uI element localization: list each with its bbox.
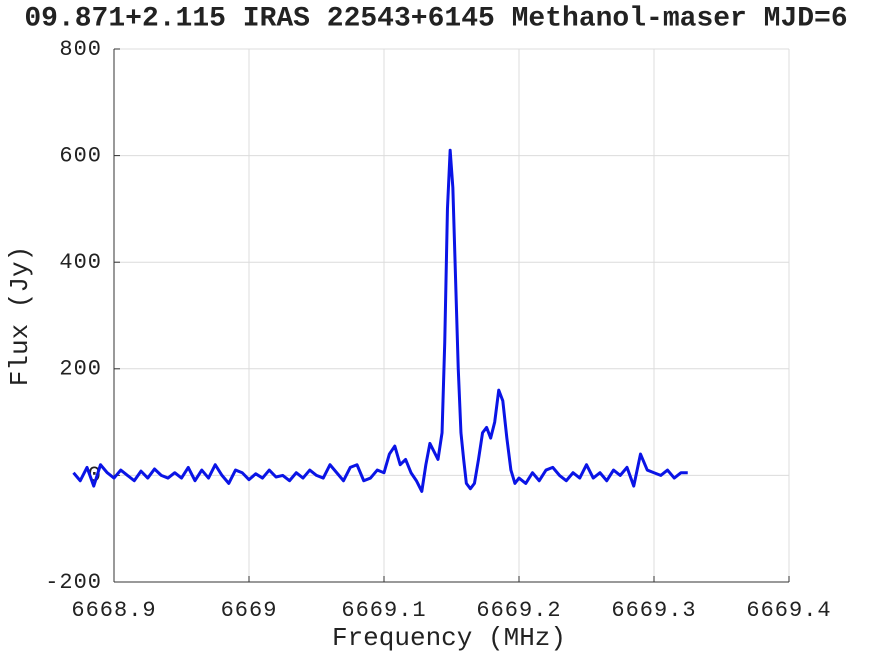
y-tick-label: 600: [59, 143, 102, 168]
x-tick-label: 6669.2: [476, 598, 561, 623]
y-tick-label: 400: [59, 250, 102, 275]
y-tick-label: -200: [45, 570, 102, 595]
x-tick-label: 6669: [221, 598, 278, 623]
y-axis-label: Flux (Jy): [5, 246, 35, 386]
x-axis-label: Frequency (MHz): [332, 623, 566, 653]
spectrum-line: [72, 148, 688, 493]
x-tick-label: 6669.3: [611, 598, 696, 623]
x-tick-label: 6669.1: [341, 598, 426, 623]
chart-title: 09.871+2.115 IRAS 22543+6145 Methanol-ma…: [24, 3, 847, 34]
x-tick-label: 6669.4: [746, 598, 831, 623]
y-tick-label: 800: [59, 37, 102, 62]
y-tick-label: 200: [59, 357, 102, 382]
x-tick-label: 6668.9: [71, 598, 156, 623]
